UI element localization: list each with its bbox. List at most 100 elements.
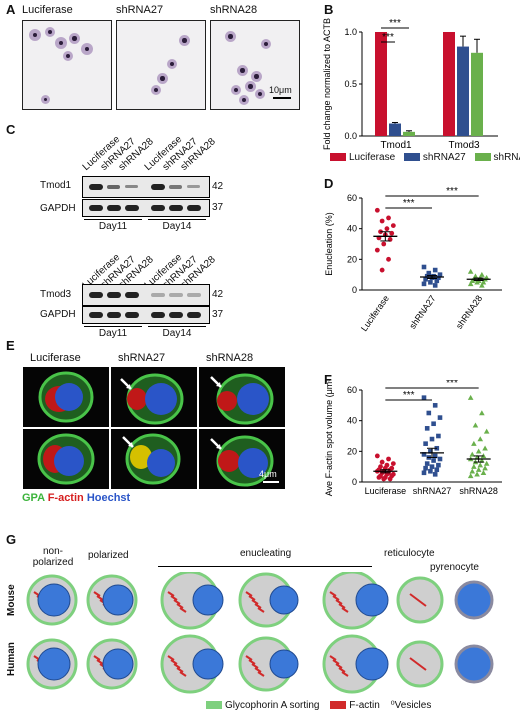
legend-swatch-luciferase xyxy=(330,153,346,162)
legend-label-shrna27: shRNA27 xyxy=(422,152,466,163)
y-tick-label: 40 xyxy=(347,224,357,234)
data-point xyxy=(429,436,435,442)
data-point xyxy=(376,475,382,480)
f-actin-filament xyxy=(245,655,253,661)
f-actin-filament xyxy=(335,599,343,605)
significance-label: *** xyxy=(446,380,458,389)
legend-swatch-factin xyxy=(330,701,347,710)
f-actin-filament xyxy=(245,591,253,597)
data-point xyxy=(437,456,443,462)
x-tick-label: Luciferase xyxy=(359,293,391,333)
data-point xyxy=(437,415,443,420)
data-point xyxy=(432,267,438,273)
data-point xyxy=(477,436,484,442)
bar xyxy=(403,131,415,136)
scale-bar xyxy=(273,97,291,99)
erythroblast-schematic xyxy=(26,572,494,694)
data-point xyxy=(389,230,395,236)
nucleus xyxy=(102,648,134,680)
data-point xyxy=(467,473,474,479)
panel-e-title-shrna27: shRNA27 xyxy=(118,352,166,364)
y-axis-label: Ave F-actin spot volume (μm³) xyxy=(324,380,334,496)
data-point xyxy=(379,267,385,273)
stage-label-polarized: polarized xyxy=(88,550,129,561)
data-point xyxy=(390,461,396,466)
data-point xyxy=(472,422,479,428)
blot2-tmod3-strip xyxy=(82,284,210,306)
data-point xyxy=(374,247,380,253)
f-actin-filament xyxy=(409,593,427,607)
data-point xyxy=(386,256,391,262)
enucleating-bracket xyxy=(158,566,372,567)
day-bracket xyxy=(84,219,142,220)
f-actin-filament xyxy=(96,659,104,665)
blot1-protein-gapdh: GAPDH xyxy=(40,203,76,214)
blot1-gapdh-strip xyxy=(82,199,210,217)
data-point xyxy=(381,476,387,482)
x-tick-label: shRNA27 xyxy=(413,486,452,496)
x-tick-label: shRNA28 xyxy=(459,486,498,496)
data-point xyxy=(424,426,430,431)
data-point xyxy=(475,448,482,454)
f-actin-filament xyxy=(254,603,262,609)
panel-label-a: A xyxy=(6,2,16,17)
blot2-protein-gapdh: GAPDH xyxy=(40,309,76,320)
f-actin-filament xyxy=(335,663,343,669)
data-point xyxy=(426,270,432,276)
blot2-kda-tmod3: 42 xyxy=(212,289,224,300)
panel-a-title-shrna27: shRNA27 xyxy=(116,4,164,16)
f-actin-filament xyxy=(251,599,259,605)
schematic-legend: Glycophorin A sorting F-actin ⁰Vesicles xyxy=(206,700,431,711)
blot1-tmod1-strip xyxy=(82,176,210,198)
panel-label-b: B xyxy=(324,2,334,17)
legend-swatch-shrna28 xyxy=(474,153,491,162)
f-actin-filament xyxy=(248,595,256,601)
data-point xyxy=(379,459,385,465)
fluorescence-shrna27-top xyxy=(110,366,198,428)
f-actin-filament xyxy=(93,655,101,661)
stage-label-enucleating: enucleating xyxy=(240,548,292,559)
f-actin-filament xyxy=(179,671,187,677)
f-actin-filament xyxy=(338,603,346,609)
f-actin-filament xyxy=(257,671,265,677)
data-point xyxy=(432,472,438,477)
f-actin-filament xyxy=(170,659,178,665)
data-point xyxy=(423,441,428,446)
x-tick-label: shRNA28 xyxy=(454,293,484,330)
legend-label-luciferase: Luciferase xyxy=(349,152,396,163)
data-point xyxy=(421,452,427,457)
stage-label-nonpolarized: non- polarized xyxy=(32,546,74,568)
y-tick-label: 1.0 xyxy=(344,27,357,37)
data-point xyxy=(374,207,380,213)
data-point xyxy=(434,278,440,284)
data-point xyxy=(471,463,477,469)
data-point xyxy=(421,281,427,287)
chart-b: 0.0 0.5 1.0 Fold change normalized to ACTB T… xyxy=(322,18,498,151)
day-label: Day14 xyxy=(162,221,192,232)
f-actin-filament xyxy=(257,607,265,613)
data-point xyxy=(423,276,428,282)
data-point xyxy=(421,395,427,400)
data-point xyxy=(436,275,441,281)
f-actin-filament xyxy=(254,667,262,673)
significance-label: *** xyxy=(403,390,415,401)
panel-a-title-shrna28: shRNA28 xyxy=(210,4,258,16)
day-bracket xyxy=(84,326,142,327)
f-actin-filament xyxy=(338,667,346,673)
data-point xyxy=(479,282,485,288)
day-label: Day11 xyxy=(98,221,128,232)
nucleus xyxy=(102,584,134,616)
f-actin-filament xyxy=(173,663,181,669)
f-actin-filament xyxy=(176,603,184,609)
nucleus xyxy=(37,583,71,617)
data-point xyxy=(436,433,441,439)
f-actin-filament xyxy=(248,659,256,665)
data-point xyxy=(381,241,387,247)
blot2-gapdh-strip xyxy=(82,306,210,324)
f-actin-filament xyxy=(167,591,175,597)
blot1-kda-gapdh: 37 xyxy=(212,202,224,213)
panel-e-title-luciferase: Luciferase xyxy=(30,352,81,364)
bar xyxy=(471,52,483,136)
f-actin-filament xyxy=(332,595,340,601)
y-tick-label: 60 xyxy=(347,385,357,395)
